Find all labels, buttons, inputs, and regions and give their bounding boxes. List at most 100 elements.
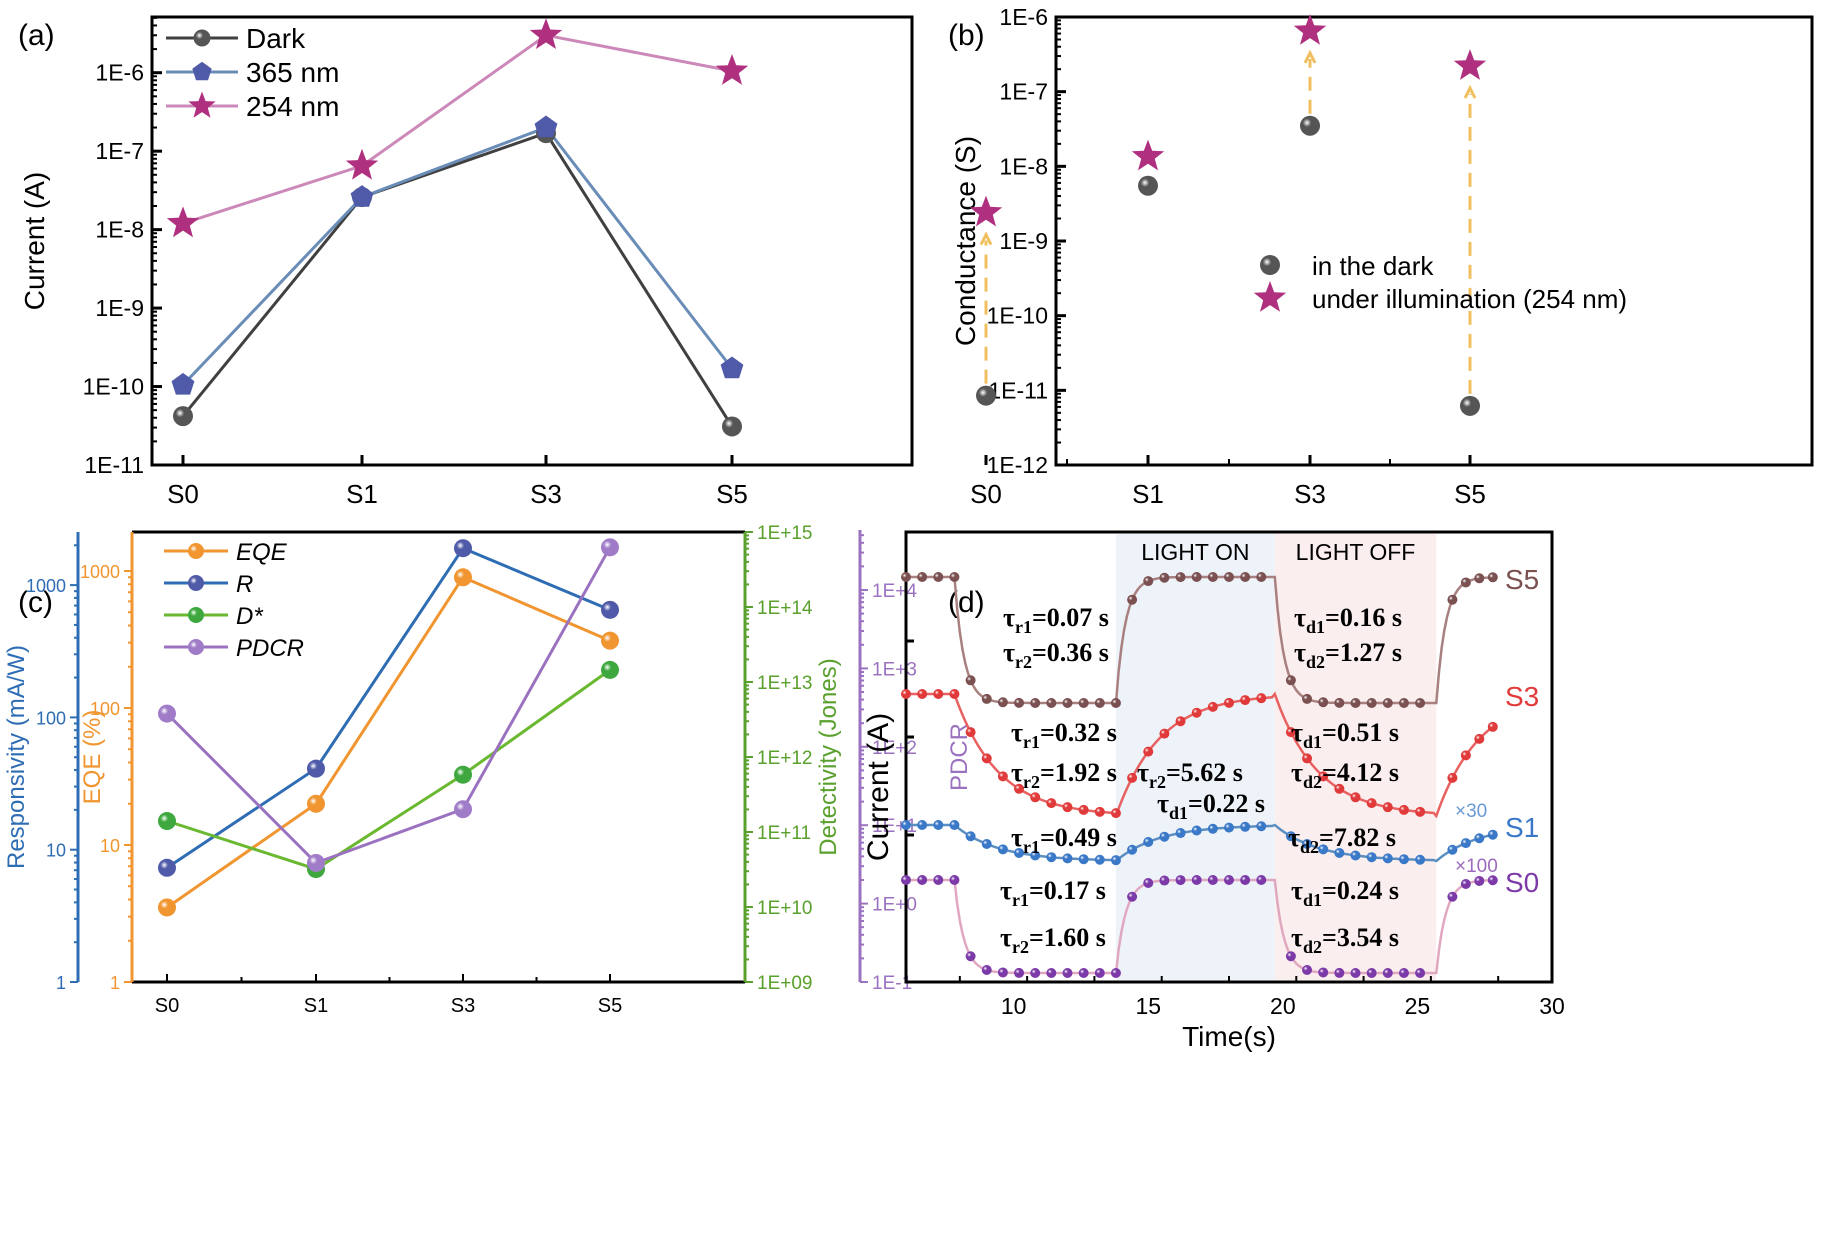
data-point-s1 (1191, 825, 1202, 836)
axis-title-r: Responsivity (mA/W) (3, 645, 30, 869)
data-point-s0 (917, 875, 928, 885)
data-point-254-nm (529, 18, 563, 49)
x-tick-label: S3 (530, 479, 562, 509)
tick-label-d: 1E+12 (757, 748, 812, 769)
legend-marker (193, 29, 211, 47)
legend-label: under illumination (254 nm) (1312, 284, 1627, 314)
data-point-s1 (1240, 821, 1251, 832)
tau-subscript: d2 (1300, 837, 1319, 857)
x-tick-label: S5 (598, 995, 622, 1017)
tick-label-eqe: 1 (110, 973, 120, 993)
tau-value: =1.92 s (1040, 758, 1117, 787)
y-axis-title: Conductance (S) (950, 136, 981, 346)
data-point-s0 (949, 875, 960, 885)
data-point-s0 (1030, 967, 1041, 978)
data-point-r (307, 759, 325, 778)
x-axis-title: Time(s) (1182, 1021, 1276, 1052)
legend-label: PDCR (236, 635, 304, 662)
time-constant-annotation: τd2=4.12 s (1291, 758, 1399, 792)
data-point-s5 (1014, 697, 1025, 708)
y-tick-label: 1E-6 (999, 4, 1048, 30)
data-point-s5 (981, 693, 992, 704)
tau-subscript: r1 (1023, 732, 1040, 752)
panel-label-b: (b) (948, 19, 985, 52)
arrow-head-icon (1463, 84, 1477, 99)
data-point-s3 (1285, 727, 1296, 738)
data-point-dark (722, 416, 742, 437)
data-point-dark (1460, 395, 1480, 416)
x-tick-label: S5 (1454, 479, 1486, 509)
data-point-365-nm (171, 372, 195, 395)
tau-symbol: τ (1000, 923, 1012, 952)
tick-label-pdcr: 1E-1 (872, 973, 912, 994)
data-point-s3 (1350, 792, 1361, 803)
data-point-s1 (1014, 847, 1025, 858)
y-tick-label: 1E-11 (988, 377, 1048, 403)
y-tick-label: 1E-8 (95, 217, 144, 243)
tau-symbol: τ (1000, 876, 1012, 905)
data-point-s5 (1110, 698, 1121, 708)
data-point-s0 (1318, 967, 1329, 978)
panel-d-chart: LIGHT ON LIGHT OFF 10 15 20 25 30 Time(s) Curren… (862, 530, 1565, 1052)
tick-label-d: 1E+14 (757, 598, 813, 619)
data-point-s5 (933, 572, 944, 582)
data-point-s0 (1046, 967, 1057, 978)
data-point-s1 (1487, 829, 1498, 840)
tau-subscript: d1 (1303, 732, 1322, 752)
data-point-s5 (997, 697, 1008, 708)
legend-marker (188, 607, 204, 623)
tau-symbol: τ (1011, 823, 1023, 852)
data-point-illuminated (969, 195, 1003, 227)
data-point-s3 (1159, 728, 1170, 739)
data-point-s5 (1062, 697, 1073, 708)
tau-symbol: τ (1003, 603, 1015, 632)
series-label-s5: S5 (1505, 564, 1539, 595)
data-point-s5 (1285, 675, 1296, 686)
data-point-s0 (997, 967, 1008, 978)
data-point-365-nm (720, 356, 744, 379)
plot-frame (1054, 15, 1814, 467)
y-tick-label: 1E-8 (999, 153, 1048, 179)
data-point-s5 (1398, 697, 1409, 708)
scale-factor-label: ×100 (1455, 856, 1498, 877)
data-point-s3 (1318, 771, 1329, 782)
data-point-s3 (1240, 695, 1251, 706)
tau-subscript: d2 (1306, 652, 1325, 672)
data-point-365-nm (350, 185, 374, 207)
data-point-r (158, 858, 176, 877)
x-tick-label: S1 (304, 995, 328, 1017)
data-point-s1 (981, 838, 992, 849)
time-constant-annotation: τd2=1.27 s (1294, 638, 1402, 672)
tau-subscript: r2 (1015, 652, 1032, 672)
time-constant-annotation: τr2=5.62 s (1137, 758, 1243, 792)
data-point-s0 (1191, 875, 1202, 886)
data-point-s0 (1159, 875, 1170, 886)
y-tick-label: 1E-6 (95, 60, 144, 86)
tau-value: =0.17 s (1029, 876, 1106, 905)
region-light-on (1115, 534, 1275, 980)
data-point-s5 (965, 675, 976, 686)
series-line-eqe (166, 575, 611, 909)
data-point-s5 (949, 572, 960, 582)
data-point-s1 (1127, 844, 1138, 855)
x-tick-label: S0 (970, 479, 1002, 509)
series-line-d (166, 668, 611, 871)
time-constant-annotation: τr2=1.92 s (1011, 758, 1117, 792)
x-tick-label: S3 (1294, 479, 1326, 509)
data-point-s1 (1110, 855, 1121, 866)
data-point-s1 (917, 820, 928, 830)
data-point-s5 (901, 572, 911, 582)
data-point-s3 (1191, 707, 1202, 718)
tick-label-d: 1E+09 (757, 973, 812, 994)
data-point-d (158, 812, 176, 831)
y-tick-label: 1E-12 (987, 452, 1048, 478)
x-tick-label: 25 (1405, 993, 1431, 1019)
panel-label-d: (d) (948, 586, 985, 619)
data-point-s3 (997, 771, 1008, 782)
arrow-head-icon (979, 231, 993, 246)
data-point-254-nm (345, 148, 379, 180)
data-point-s1 (1366, 852, 1377, 863)
data-point-s0 (1094, 968, 1105, 978)
time-constant-annotation: τr1=0.07 s (1003, 603, 1109, 637)
data-point-s5 (1094, 698, 1105, 708)
